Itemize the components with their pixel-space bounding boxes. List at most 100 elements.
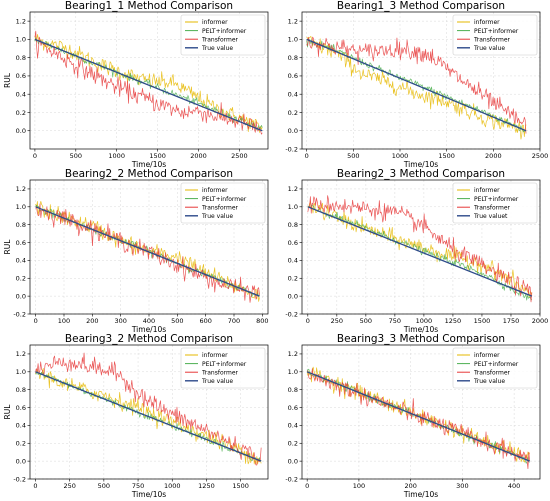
legend-label: True value xyxy=(201,378,233,385)
x-tick-label: 1250 xyxy=(198,482,215,490)
x-tick-label: 1500 xyxy=(474,317,491,325)
legend-label: True value xyxy=(473,378,505,385)
x-tick-label: 0 xyxy=(305,482,309,490)
y-tick-label: 0.6 xyxy=(16,239,26,247)
y-tick-label: 1.2 xyxy=(16,350,26,358)
axes-frame xyxy=(29,344,269,480)
y-tick-label: 0.8 xyxy=(288,54,298,62)
subplot-title: Bearing1_3 Method Comparison xyxy=(337,0,505,12)
y-tick-label: 0.8 xyxy=(16,221,26,229)
axes-frame xyxy=(301,344,541,480)
x-axis-label: Time/10s xyxy=(403,325,438,334)
x-tick-label: 400 xyxy=(508,482,520,490)
y-axis-label: RUL xyxy=(3,404,12,420)
y-tick-label: 1.2 xyxy=(288,17,298,25)
y-tick-label: 1.0 xyxy=(288,36,298,44)
legend-label: informer xyxy=(202,187,228,194)
legend-label: PELT+informer xyxy=(474,361,519,368)
series-line-transformer xyxy=(35,203,260,303)
y-tick-label: 0.0 xyxy=(288,127,298,135)
legend-label: informer xyxy=(474,187,500,194)
y-tick-label: 0.4 xyxy=(288,422,298,430)
x-tick-label: 500 xyxy=(347,152,359,160)
legend-box xyxy=(452,14,538,56)
subplot-4: 0 250 500 750 1000 1250 1500 1750 2000 -0.2 0.0 0.2… xyxy=(285,168,548,334)
y-tick-label: 0.2 xyxy=(288,440,298,448)
legend-label: Transformer xyxy=(473,369,511,376)
x-tick-label: 200 xyxy=(86,317,98,325)
legend-label: True value xyxy=(201,45,233,52)
x-tick-label: 300 xyxy=(114,317,126,325)
series-line-transformer xyxy=(306,36,527,134)
y-tick-label: -0.2 xyxy=(285,475,298,483)
x-tick-label: 0 xyxy=(305,152,309,160)
subplot-2: 0 500 1000 1500 2000 2500 -0.2 0.0 0.2 0.4 0.6 0.8 1… xyxy=(285,0,548,169)
x-tick-label: 1000 xyxy=(392,152,409,160)
series-line-pelt-informer xyxy=(35,370,262,462)
legend-label: Transformer xyxy=(473,36,511,43)
x-tick-label: 0 xyxy=(33,152,37,160)
legend-label: PELT+informer xyxy=(474,28,519,35)
series-line-true-value xyxy=(35,371,262,462)
x-tick-label: 700 xyxy=(228,317,240,325)
y-tick-label: 1.2 xyxy=(288,185,298,193)
subplot-title: Bearing1_1 Method Comparison xyxy=(65,0,233,12)
legend-label: Transformer xyxy=(201,36,239,43)
x-tick-label: 800 xyxy=(256,317,268,325)
series-line-informer xyxy=(307,201,533,298)
y-tick-label: -0.2 xyxy=(13,475,26,483)
series-line-transformer xyxy=(34,30,263,135)
axes-frame xyxy=(301,179,541,315)
legend-label: PELT+informer xyxy=(474,196,519,203)
y-tick-label: 0.2 xyxy=(16,109,26,117)
legend-label: Transformer xyxy=(201,369,239,376)
series-layer xyxy=(306,366,530,470)
y-tick-label: 0.4 xyxy=(288,257,298,265)
series-line-transformer xyxy=(306,368,530,470)
legend-label: PELT+informer xyxy=(202,361,247,368)
x-tick-label: 300 xyxy=(456,482,468,490)
y-tick-label: 1.2 xyxy=(288,350,298,358)
y-tick-label: 0.4 xyxy=(16,91,26,99)
x-tick-label: 500 xyxy=(98,482,110,490)
series-line-true-valuet xyxy=(307,206,533,297)
x-axis-label: Time/10s xyxy=(403,160,438,169)
y-tick-label: 0.8 xyxy=(288,386,298,394)
y-tick-label: 0.6 xyxy=(16,72,26,80)
x-tick-label: 0 xyxy=(306,317,310,325)
y-tick-label: 1.2 xyxy=(16,17,26,25)
x-tick-label: 1500 xyxy=(232,482,249,490)
x-tick-label: 250 xyxy=(63,482,75,490)
legend-label: True value xyxy=(201,213,233,220)
axes-frame xyxy=(301,11,541,150)
y-tick-label: 0.6 xyxy=(288,239,298,247)
x-tick-label: 1750 xyxy=(503,317,520,325)
series-layer xyxy=(35,200,260,303)
x-tick-label: 1500 xyxy=(438,152,455,160)
x-tick-label: 2500 xyxy=(532,152,549,160)
y-tick-label: 0.2 xyxy=(288,275,298,283)
x-tick-label: 600 xyxy=(199,317,211,325)
legend-box xyxy=(180,347,266,389)
x-tick-label: 1000 xyxy=(164,482,181,490)
y-tick-label: 1.0 xyxy=(16,36,26,44)
y-axis-label: RUL xyxy=(3,239,12,255)
legend-label: True value xyxy=(473,45,505,52)
y-tick-label: 0.2 xyxy=(16,275,26,283)
series-layer xyxy=(306,36,527,140)
y-tick-label: 0.4 xyxy=(288,91,298,99)
x-tick-label: 400 xyxy=(143,317,155,325)
y-tick-label: 0.6 xyxy=(288,404,298,412)
x-tick-label: 2000 xyxy=(485,152,502,160)
x-tick-label: 2000 xyxy=(190,152,207,160)
y-tick-label: 1.0 xyxy=(288,368,298,376)
x-tick-label: 750 xyxy=(132,482,144,490)
series-line-true-value xyxy=(306,38,527,132)
x-tick-label: 100 xyxy=(353,482,365,490)
y-tick-label: 1.0 xyxy=(16,368,26,376)
series-layer xyxy=(307,195,533,303)
